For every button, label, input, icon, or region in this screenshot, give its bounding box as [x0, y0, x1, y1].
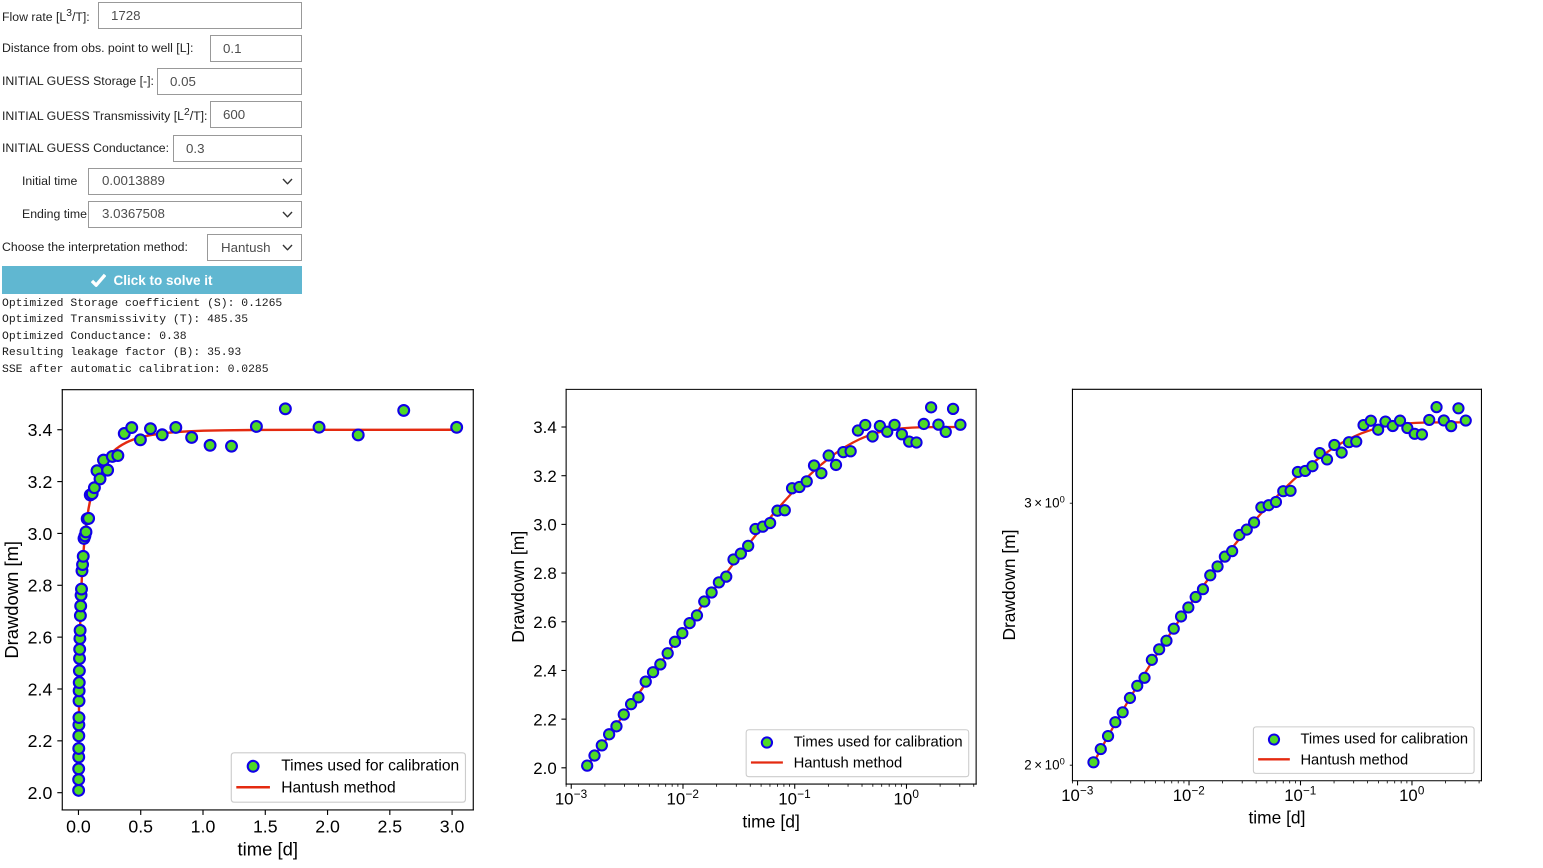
- svg-text:1.5: 1.5: [253, 817, 278, 837]
- svg-text:2.0: 2.0: [533, 759, 556, 778]
- svg-text:0.5: 0.5: [128, 817, 153, 837]
- svg-text:Times used for calibration: Times used for calibration: [1300, 731, 1468, 747]
- svg-text:2.0: 2.0: [315, 817, 340, 837]
- svg-text:Times used for calibration: Times used for calibration: [281, 757, 459, 774]
- svg-text:2.5: 2.5: [377, 817, 402, 837]
- svg-text:Times used for calibration: Times used for calibration: [793, 734, 962, 750]
- svg-text:Hantush method: Hantush method: [793, 756, 902, 772]
- svg-text:3.0: 3.0: [27, 524, 52, 544]
- svg-text:Drawdown [m]: Drawdown [m]: [1, 541, 22, 659]
- svg-text:3.0: 3.0: [533, 515, 556, 534]
- svg-text:3.2: 3.2: [533, 467, 556, 486]
- svg-text:2.2: 2.2: [533, 710, 556, 729]
- svg-text:1.0: 1.0: [190, 817, 215, 837]
- svg-text:3.2: 3.2: [27, 472, 52, 492]
- svg-text:2.2: 2.2: [27, 731, 52, 751]
- svg-text:3.0: 3.0: [440, 817, 465, 837]
- svg-text:Drawdown [m]: Drawdown [m]: [999, 530, 1019, 641]
- svg-text:0.0: 0.0: [66, 817, 91, 837]
- svg-text:2.4: 2.4: [27, 679, 52, 699]
- svg-text:time [d]: time [d]: [1248, 808, 1305, 828]
- svg-text:Hantush method: Hantush method: [281, 780, 395, 797]
- svg-text:time [d]: time [d]: [237, 838, 297, 859]
- svg-text:Drawdown [m]: Drawdown [m]: [508, 531, 528, 643]
- svg-text:2.6: 2.6: [27, 628, 52, 648]
- svg-text:2.6: 2.6: [533, 613, 556, 632]
- svg-text:3.4: 3.4: [533, 418, 556, 437]
- svg-text:3.4: 3.4: [27, 420, 52, 440]
- svg-text:Hantush method: Hantush method: [1300, 752, 1408, 768]
- svg-text:time [d]: time [d]: [742, 811, 799, 831]
- svg-text:1 0 0: 1 0 0: [1399, 782, 1425, 806]
- svg-text:2.8: 2.8: [27, 576, 52, 596]
- svg-text:2.0: 2.0: [27, 783, 52, 803]
- svg-text:2.4: 2.4: [533, 662, 556, 681]
- svg-text:2.8: 2.8: [533, 564, 556, 583]
